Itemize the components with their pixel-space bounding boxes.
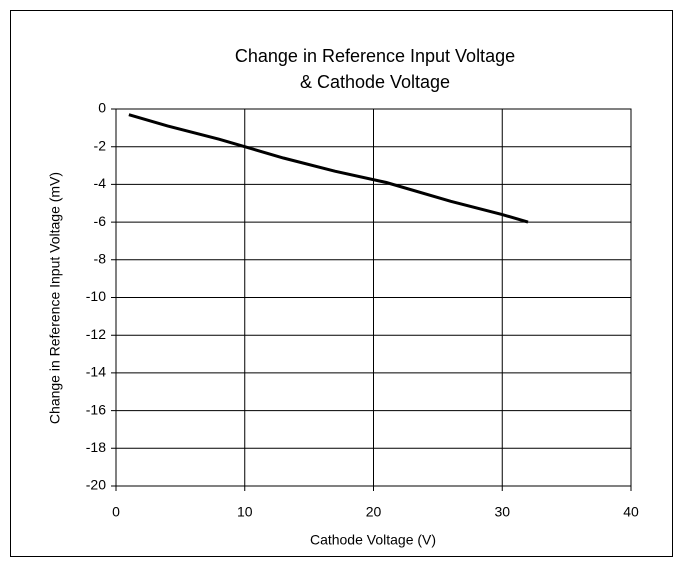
chart-title: & Cathode Voltage [300,72,450,92]
y-tick-label: -16 [86,401,106,417]
y-tick-label: -10 [86,288,106,304]
y-tick-label: -6 [94,213,107,229]
y-tick-label: -4 [94,175,107,191]
x-tick-label: 20 [366,504,382,520]
y-tick-label: -8 [94,251,107,267]
y-tick-label: -20 [86,477,106,493]
x-axis-label: Cathode Voltage (V) [310,532,436,548]
y-tick-label: -18 [86,439,106,455]
frame [10,10,673,557]
x-tick-label: 40 [623,504,639,520]
data-line [128,113,529,224]
y-tick-label: -12 [86,326,106,342]
x-tick-label: 10 [237,504,253,520]
y-axis-label: Change in Reference Input Voltage (mV) [47,172,63,424]
y-tick-label: -14 [86,364,106,380]
y-tick-label: 0 [98,100,106,116]
x-tick-label: 30 [494,504,510,520]
chart-title: Change in Reference Input Voltage [235,46,515,66]
y-tick-label: -2 [94,137,107,153]
x-tick-label: 0 [112,504,120,520]
